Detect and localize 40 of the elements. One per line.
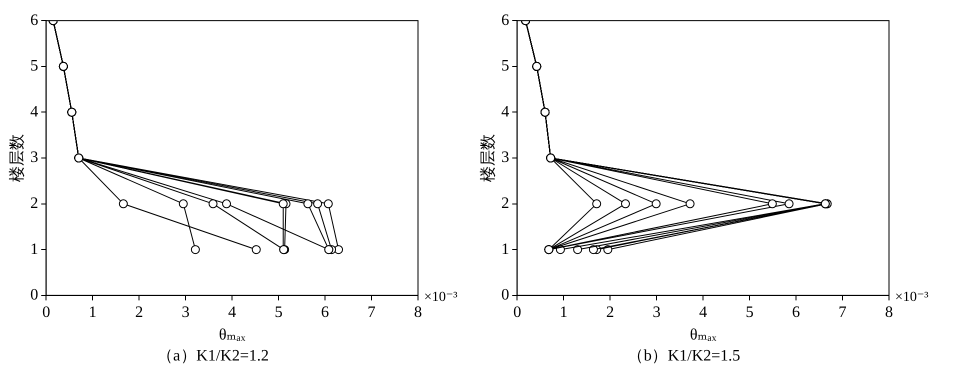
x-tick-label: 1 [560,304,568,322]
x-tick-label: 4 [228,304,236,322]
x-tick-label: 7 [368,304,376,322]
x-tick-label: 3 [182,304,190,322]
y-tick-label: 1 [30,240,38,258]
text: （b）K1/K2=1.5 [628,348,740,365]
y-tick-label: 1 [501,240,510,258]
y-tick-label: 5 [30,58,38,75]
x-tick-label: 5 [274,304,283,322]
y-tick-label: 6 [501,12,510,29]
y-tick-label: 0 [30,286,38,304]
x-tick-label: 8 [885,304,893,322]
text: ×10⁻³ [895,290,928,306]
x-tick-label: 6 [792,304,800,322]
x-tick-label: 0 [42,304,50,322]
x-axis-title: θₘₐₓ [690,326,717,344]
x-axis-title: θₘₐₓ [218,326,246,344]
x-tick-label: 7 [838,304,847,322]
y-tick-label: 3 [501,149,510,166]
y-tick-label: 0 [501,286,510,304]
y-axis-title: 楼层数 [478,134,497,182]
text: ×10⁻³ [424,290,458,306]
x-tick-label: 2 [606,304,614,322]
text: （a）K1/K2=1.2 [157,348,269,365]
y-tick-label: 5 [501,58,510,75]
y-tick-label: 4 [30,103,38,120]
x-tick-label: 2 [135,304,144,322]
x-tick-label: 1 [88,304,97,322]
x-tick-label: 0 [513,304,522,322]
x-tick-label: 6 [321,304,330,322]
x-tick-label: 3 [652,304,661,322]
x-tick-label: 5 [746,304,754,322]
x-tick-label: 4 [699,304,708,322]
y-axis-title: 楼层数 [6,134,26,182]
x-tick-label: 8 [414,304,422,322]
y-tick-label: 3 [30,149,38,166]
y-tick-label: 2 [30,195,38,212]
y-tick-label: 6 [30,12,38,29]
y-tick-label: 4 [501,103,510,120]
y-tick-label: 2 [501,195,510,212]
